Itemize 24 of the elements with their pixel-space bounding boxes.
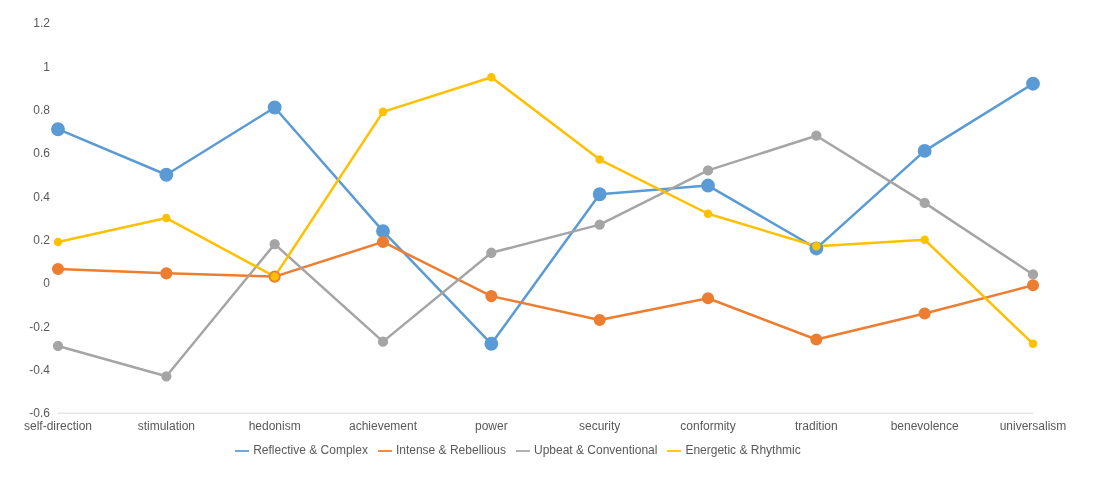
x-tick-label: achievement — [348, 418, 418, 433]
x-tick-label: power — [474, 418, 508, 433]
x-tick-label: tradition — [794, 418, 838, 433]
y-tick-label: 1 — [43, 59, 51, 74]
y-tick-label: -0.4 — [29, 363, 51, 378]
y-tick-label: 0.6 — [33, 146, 51, 161]
y-tick-label: 0.4 — [33, 189, 51, 204]
x-tick-label: stimulation — [137, 418, 196, 433]
x-tick-label: security — [578, 418, 621, 433]
x-tick-label: hedonism — [248, 418, 301, 433]
y-tick-label: 1.2 — [33, 16, 51, 31]
x-tick-label: universalism — [999, 418, 1067, 433]
y-tick-label: -0.2 — [29, 319, 51, 334]
y-tick-label: -0.6 — [29, 406, 51, 421]
legend-label: Upbeat & Conventional — [533, 443, 658, 458]
y-tick-label: 0.8 — [33, 102, 51, 117]
x-tick-label: self-direction — [23, 418, 93, 433]
legend-label: Energetic & Rhythmic — [685, 443, 801, 458]
x-tick-label: conformity — [680, 418, 736, 433]
y-tick-label: 0 — [43, 276, 51, 291]
y-tick-label: 0.2 — [33, 233, 51, 248]
legend-label: Reflective & Complex — [253, 443, 368, 458]
legend-label: Intense & Rebellious — [395, 443, 506, 458]
x-tick-label: benevolence — [890, 418, 960, 433]
